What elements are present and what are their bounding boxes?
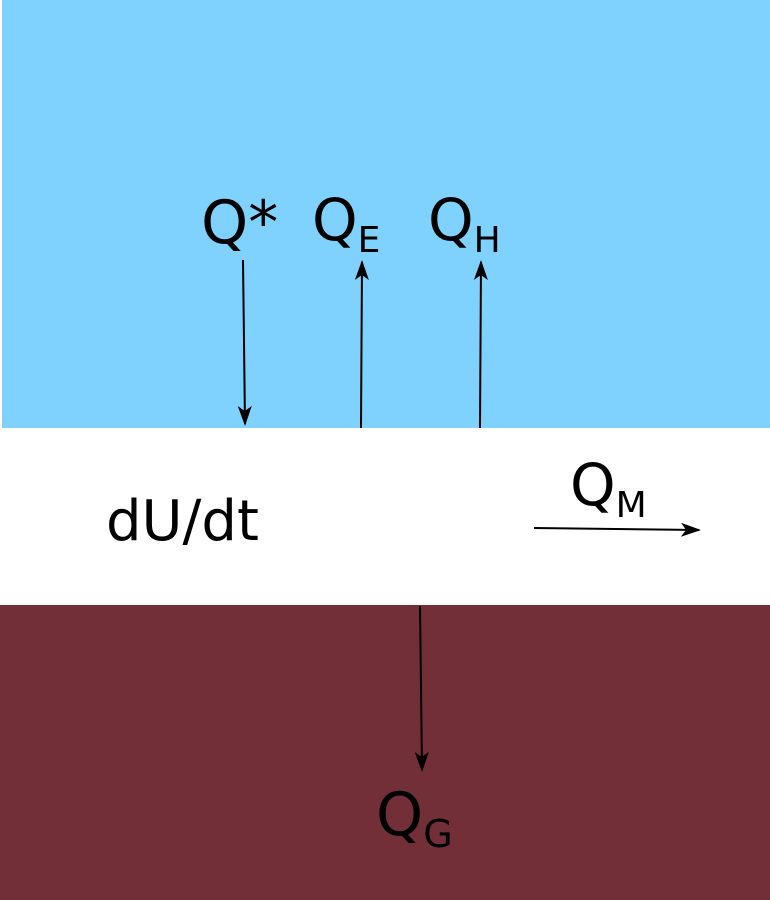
advection-label-sub: M (616, 485, 647, 526)
storage-change-label-main: dU/dt (106, 489, 259, 554)
ground-heat-label-main: Q (376, 780, 423, 850)
net-radiation-label: Q* (201, 188, 278, 258)
atmosphere-region (2, 0, 770, 428)
net-radiation-arrow (237, 259, 252, 426)
sensible-heat-arrow (473, 260, 488, 429)
latent-heat-label-main: Q (312, 186, 358, 254)
sensible-heat-label: QH (428, 186, 501, 261)
latent-heat-label: QE (312, 186, 380, 261)
net-radiation-label-main: Q* (201, 188, 278, 258)
storage-change-label: dU/dt (106, 489, 259, 554)
latent-heat-arrow (354, 260, 369, 429)
ground-heat-label: QG (376, 780, 453, 856)
surface-layer-region (0, 428, 770, 605)
sensible-heat-label-main: Q (428, 186, 474, 254)
sensible-heat-label-sub: H (474, 220, 501, 261)
advection-label-main: Q (570, 451, 616, 519)
ground-region (0, 605, 770, 900)
latent-heat-label-sub: E (358, 220, 381, 261)
ground-heat-label-sub: G (423, 812, 452, 856)
advection-label: QM (570, 451, 647, 526)
ground-heat-arrow (414, 605, 429, 772)
advection-arrow (533, 522, 701, 537)
